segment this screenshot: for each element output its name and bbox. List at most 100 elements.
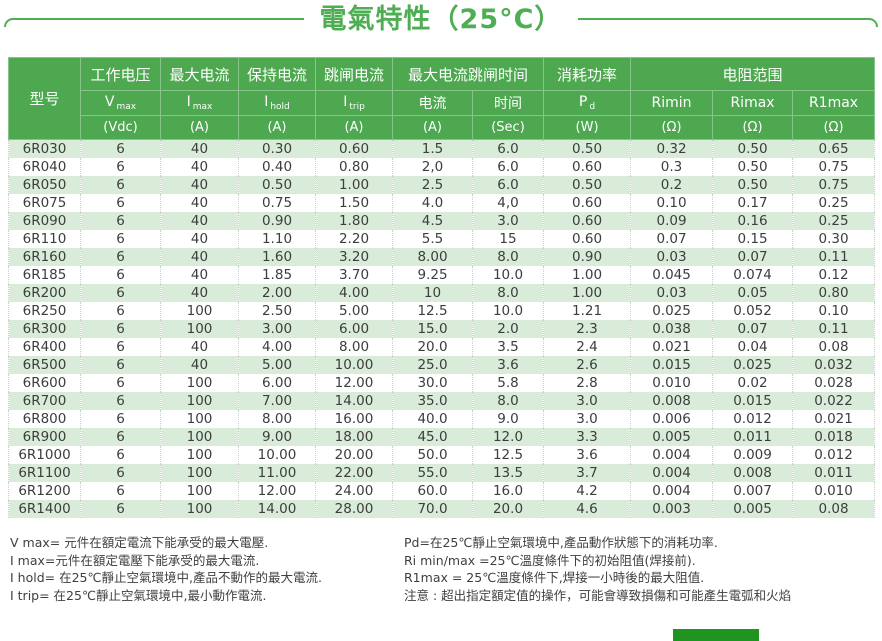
header-working-voltage: 工作电压 bbox=[80, 57, 161, 91]
value-cell: 0.17 bbox=[712, 194, 794, 212]
value-cell: 0.12 bbox=[792, 266, 876, 284]
value-cell: 40 bbox=[160, 284, 239, 302]
value-cell: 12.00 bbox=[315, 374, 393, 392]
value-cell: 40 bbox=[160, 176, 239, 194]
value-cell: 0.3 bbox=[630, 158, 714, 176]
pd-subscript: d bbox=[589, 102, 596, 113]
value-cell: 0.30 bbox=[792, 230, 876, 248]
value-cell: 0.011 bbox=[792, 464, 876, 482]
value-cell: 0.11 bbox=[792, 320, 876, 338]
value-cell: 0.05 bbox=[712, 284, 794, 302]
value-cell: 0.007 bbox=[712, 482, 794, 500]
value-cell: 100 bbox=[160, 374, 239, 392]
value-cell: 0.021 bbox=[792, 410, 876, 428]
note-rimin-max: Ri min/max =25℃溫度條件下的初始阻值(焊接前). bbox=[404, 552, 696, 568]
note-warning: 注意 : 超出指定額定值的操作，可能會導致損傷和可能產生電弧和火焰 bbox=[404, 587, 792, 603]
value-cell: 9.0 bbox=[471, 410, 545, 428]
value-cell: 0.008 bbox=[630, 392, 714, 410]
model-cell: 6R090 bbox=[8, 212, 81, 230]
model-cell: 6R1000 bbox=[8, 446, 81, 464]
value-cell: 0.032 bbox=[792, 356, 876, 374]
value-cell: 14.00 bbox=[238, 500, 316, 518]
table-row: 6R1400 6 100 14.00 28.00 70.0 20.0 4.6 0.003 0.00… bbox=[8, 500, 876, 518]
value-cell: 4,0 bbox=[471, 194, 545, 212]
unit-a-imax: (A) bbox=[160, 115, 239, 140]
value-cell: 2.5 bbox=[392, 176, 473, 194]
value-cell: 0.015 bbox=[712, 392, 794, 410]
value-cell: 8.00 bbox=[392, 248, 473, 266]
model-cell: 6R075 bbox=[8, 194, 81, 212]
value-cell: 6 bbox=[80, 338, 161, 356]
value-cell: 6 bbox=[80, 248, 161, 266]
value-cell: 10.0 bbox=[471, 302, 545, 320]
model-cell: 6R1400 bbox=[8, 500, 81, 518]
value-cell: 0.50 bbox=[712, 139, 794, 158]
value-cell: 0.50 bbox=[712, 176, 794, 194]
value-cell: 6 bbox=[80, 356, 161, 374]
value-cell: 5.00 bbox=[238, 356, 316, 374]
title-row: 電氣特性（25°C） bbox=[0, 4, 882, 44]
table-body: 6R030 6 40 0.30 0.60 1.5 6.0 0.50 0.32 0.50 0.65 6R… bbox=[8, 139, 876, 518]
value-cell: 3.0 bbox=[471, 212, 545, 230]
value-cell: 0.074 bbox=[712, 266, 794, 284]
value-cell: 0.052 bbox=[712, 302, 794, 320]
value-cell: 6 bbox=[80, 428, 161, 446]
value-cell: 0.038 bbox=[630, 320, 714, 338]
value-cell: 0.2 bbox=[630, 176, 714, 194]
value-cell: 4.6 bbox=[543, 500, 632, 518]
value-cell: 0.11 bbox=[792, 248, 876, 266]
value-cell: 6 bbox=[80, 464, 161, 482]
value-cell: 0.07 bbox=[712, 248, 794, 266]
value-cell: 0.75 bbox=[238, 194, 316, 212]
value-cell: 100 bbox=[160, 392, 239, 410]
value-cell: 40 bbox=[160, 266, 239, 284]
value-cell: 0.90 bbox=[238, 212, 316, 230]
value-cell: 12.5 bbox=[471, 446, 545, 464]
value-cell: 8.00 bbox=[238, 410, 316, 428]
value-cell: 0.09 bbox=[630, 212, 714, 230]
value-cell: 0.80 bbox=[315, 158, 393, 176]
value-cell: 2.00 bbox=[238, 284, 316, 302]
model-cell: 6R200 bbox=[8, 284, 81, 302]
value-cell: 100 bbox=[160, 320, 239, 338]
value-cell: 10.0 bbox=[471, 266, 545, 284]
value-cell: 10.00 bbox=[238, 446, 316, 464]
subheader-current: 电流 bbox=[392, 90, 473, 116]
value-cell: 50.0 bbox=[392, 446, 473, 464]
value-cell: 40.0 bbox=[392, 410, 473, 428]
value-cell: 0.004 bbox=[630, 482, 714, 500]
value-cell: 0.60 bbox=[543, 212, 632, 230]
model-cell: 6R040 bbox=[8, 158, 81, 176]
value-cell: 0.15 bbox=[712, 230, 794, 248]
value-cell: 100 bbox=[160, 464, 239, 482]
model-cell: 6R1200 bbox=[8, 482, 81, 500]
value-cell: 0.80 bbox=[792, 284, 876, 302]
value-cell: 5.8 bbox=[471, 374, 545, 392]
value-cell: 3.6 bbox=[471, 356, 545, 374]
value-cell: 9.00 bbox=[238, 428, 316, 446]
value-cell: 0.015 bbox=[630, 356, 714, 374]
value-cell: 1.10 bbox=[238, 230, 316, 248]
header-max-current: 最大电流 bbox=[160, 57, 239, 91]
value-cell: 2.3 bbox=[543, 320, 632, 338]
value-cell: 0.10 bbox=[792, 302, 876, 320]
value-cell: 40 bbox=[160, 158, 239, 176]
header-model: 型号 bbox=[8, 57, 81, 140]
value-cell: 0.50 bbox=[238, 176, 316, 194]
unit-a-itrip: (A) bbox=[315, 115, 393, 140]
value-cell: 0.009 bbox=[712, 446, 794, 464]
value-cell: 0.75 bbox=[792, 158, 876, 176]
value-cell: 0.50 bbox=[543, 176, 632, 194]
value-cell: 0.006 bbox=[630, 410, 714, 428]
value-cell: 0.75 bbox=[792, 176, 876, 194]
table-row: 6R1000 6 100 10.00 20.00 50.0 12.5 3.6 0.004 0.00… bbox=[8, 446, 876, 464]
value-cell: 0.010 bbox=[792, 482, 876, 500]
value-cell: 6 bbox=[80, 302, 161, 320]
value-cell: 6 bbox=[80, 176, 161, 194]
value-cell: 40 bbox=[160, 194, 239, 212]
table-row: 6R075 6 40 0.75 1.50 4.0 4,0 0.60 0.10 0.17 0.25 bbox=[8, 194, 876, 212]
value-cell: 40 bbox=[160, 248, 239, 266]
